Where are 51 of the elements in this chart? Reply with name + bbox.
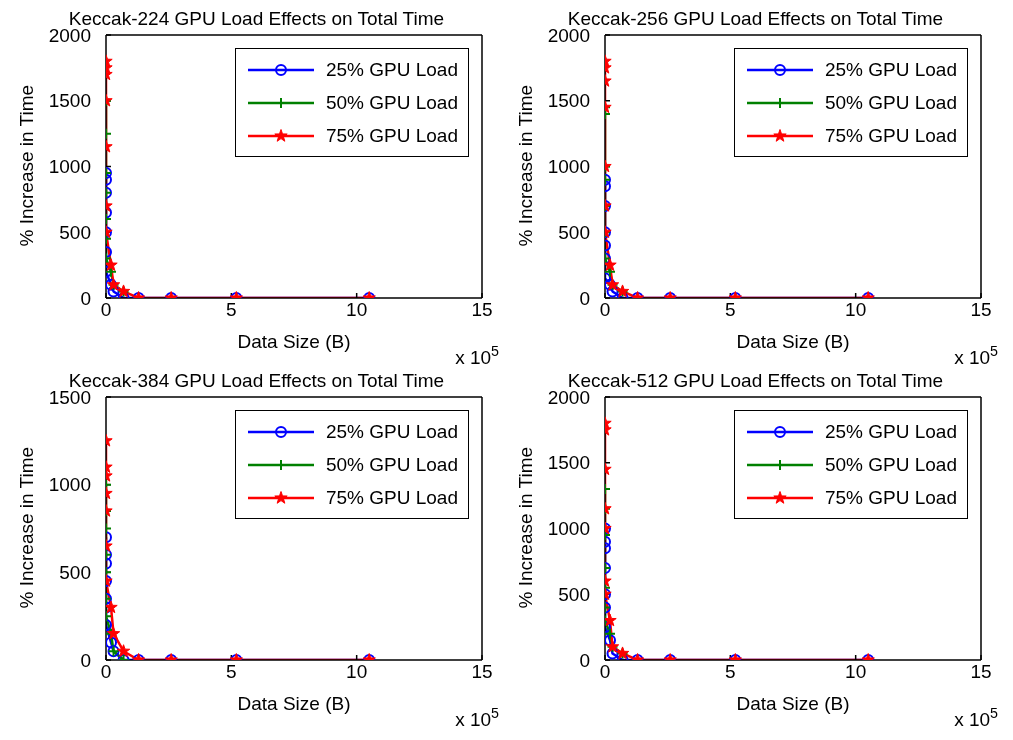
text: x 10$^{5}$ (954, 343, 999, 368)
y-tick-label: 1000 (547, 156, 590, 178)
x-tick-label: 10 (845, 299, 867, 321)
x-tick-label: 0 (100, 299, 112, 321)
x-axis-title: Data Size (B) (736, 693, 850, 714)
legend-label: 50% GPU Load (824, 453, 957, 476)
y-tick-label: 500 (558, 221, 590, 243)
text: x 10$^{5}$ (455, 343, 500, 368)
x-tick-label: 15 (471, 299, 493, 321)
x-tick-label: 5 (226, 661, 237, 683)
legend-label: 25% GPU Load (325, 58, 458, 81)
x-axis-title: Data Size (B) (237, 331, 351, 352)
legend-label: 50% GPU Load (824, 91, 957, 114)
x-tick-label: 5 (725, 661, 736, 683)
x-axis-title: Data Size (B) (237, 693, 351, 714)
legend-label: 25% GPU Load (824, 420, 957, 443)
y-tick-label: 1000 (48, 474, 91, 496)
x-tick-label: 0 (599, 299, 611, 321)
x-tick-label: 15 (471, 661, 493, 683)
legend-label: 75% GPU Load (824, 486, 957, 509)
y-axis-title: % Increase in Time (514, 446, 536, 609)
x-tick-label: 15 (970, 299, 992, 321)
legend-label: 50% GPU Load (325, 91, 458, 114)
x-tick-label: 10 (845, 661, 867, 683)
legend-label: 50% GPU Load (325, 453, 458, 476)
x-tick-label: 5 (725, 299, 736, 321)
text: x 10$^{5}$ (455, 705, 500, 730)
x-tick-label: 15 (970, 661, 992, 683)
x-tick-label: 5 (226, 299, 237, 321)
y-tick-label: 500 (59, 221, 91, 243)
y-axis-title: % Increase in Time (15, 446, 37, 609)
legend-label: 25% GPU Load (325, 420, 458, 443)
y-tick-label: 500 (558, 583, 590, 605)
y-axis-title: % Increase in Time (514, 84, 536, 247)
x-tick-label: 10 (346, 661, 368, 683)
y-tick-label: 1500 (547, 90, 590, 112)
y-axis-title: % Increase in Time (15, 84, 37, 247)
legend-label: 75% GPU Load (325, 124, 458, 147)
y-tick-label: 1000 (547, 518, 590, 540)
legend-label: 25% GPU Load (824, 58, 957, 81)
x-tick-label: 0 (599, 661, 611, 683)
legend-label: 75% GPU Load (325, 486, 458, 509)
x-axis-title: Data Size (B) (736, 331, 850, 352)
y-tick-label: 1000 (48, 156, 91, 178)
y-tick-label: 1500 (48, 90, 91, 112)
text: x 10$^{5}$ (954, 705, 999, 730)
y-tick-label: 1500 (547, 452, 590, 474)
x-tick-label: 0 (100, 661, 112, 683)
y-tick-label: 500 (59, 561, 91, 583)
x-tick-label: 10 (346, 299, 368, 321)
legend-label: 75% GPU Load (824, 124, 957, 147)
